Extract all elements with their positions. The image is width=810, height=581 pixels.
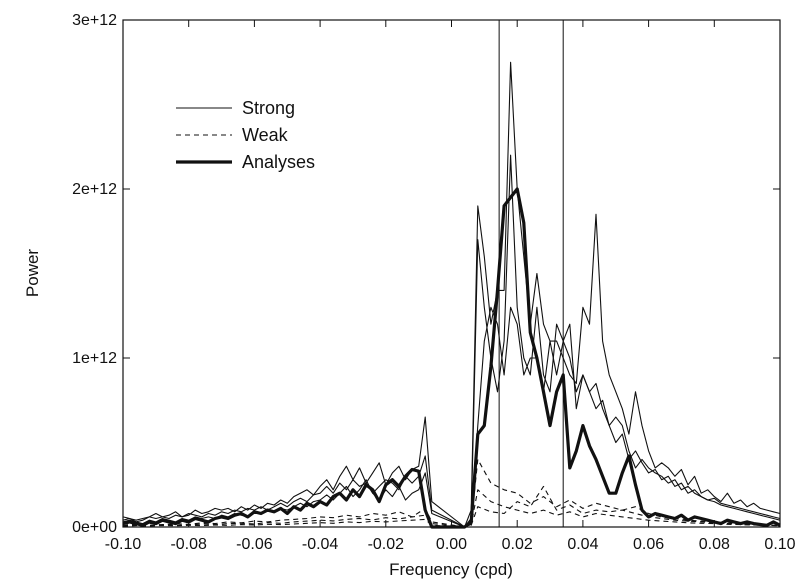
x-tick-label-9: 0.08 [699, 536, 730, 553]
y-tick-label-3: 3e+12 [72, 12, 117, 29]
legend-label-analyses: Analyses [242, 152, 315, 172]
x-tick-label-7: 0.04 [567, 536, 598, 553]
y-tick-label-0: 0e+00 [72, 519, 117, 536]
legend-label-weak: Weak [242, 125, 289, 145]
x-tick-label-3: -0.04 [302, 536, 339, 553]
y-tick-label-2: 2e+12 [72, 181, 117, 198]
x-tick-label-2: -0.06 [236, 536, 273, 553]
vertical-lines [498, 20, 564, 527]
series-line-weak-3 [122, 458, 781, 528]
x-tick-label-8: 0.06 [633, 536, 664, 553]
axis-ticks [122, 19, 781, 528]
y-tick-label-1: 1e+12 [72, 350, 117, 367]
x-tick-label-0: -0.10 [105, 536, 142, 553]
x-tick-label-6: 0.02 [502, 536, 533, 553]
x-tick-label-5: 0.00 [436, 536, 467, 553]
x-tick-labels: -0.10 -0.08 -0.06 -0.04 -0.02 0.00 0.02 0.04 0.0… [105, 536, 796, 553]
legend-label-strong: Strong [242, 98, 295, 118]
y-tick-labels: 0e+00 1e+12 2e+12 3e+12 [72, 12, 117, 536]
x-tick-label-10: 0.10 [764, 536, 795, 553]
x-axis-title: Frequency (cpd) [389, 560, 513, 579]
x-tick-label-4: -0.02 [368, 536, 405, 553]
legend: Strong Weak Analyses [176, 98, 315, 172]
x-tick-label-1: -0.08 [170, 536, 207, 553]
y-axis-title: Power [23, 249, 42, 298]
